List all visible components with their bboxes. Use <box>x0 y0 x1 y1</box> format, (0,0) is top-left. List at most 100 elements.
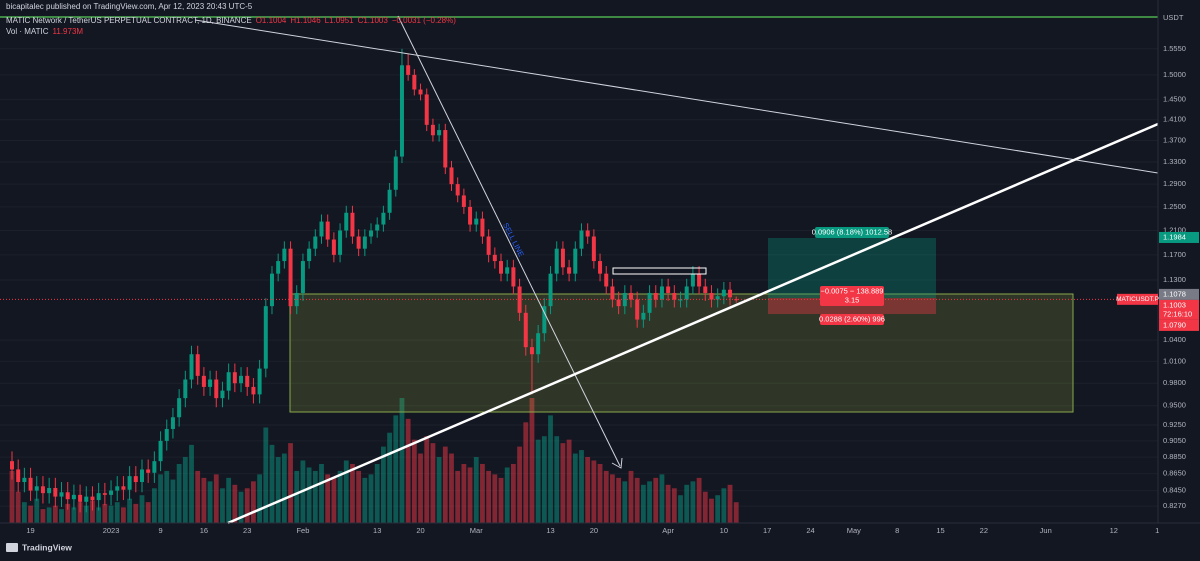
volume-bar <box>108 505 114 523</box>
candle-body <box>542 306 547 334</box>
candle-body <box>560 248 565 268</box>
volume-bar <box>684 484 690 523</box>
candle-body <box>690 273 695 287</box>
volume-bar <box>399 398 405 523</box>
candle-body <box>102 493 107 495</box>
volume-bar <box>504 467 510 523</box>
price-badge-box <box>1159 231 1199 243</box>
y-tick-label: 0.8450 <box>1163 486 1186 495</box>
x-tick-label: Apr <box>662 526 674 535</box>
candle-body <box>152 461 157 473</box>
volume-bar <box>486 470 492 523</box>
candle-body <box>585 230 590 237</box>
volume-bar <box>715 495 721 523</box>
axis-unit: USDT <box>1163 13 1184 22</box>
volume-bar <box>46 507 52 523</box>
candle-body <box>430 124 435 136</box>
x-tick-label: 1 <box>1155 526 1159 535</box>
volume-bar <box>610 474 615 523</box>
candle-body <box>189 354 194 380</box>
candle-body <box>208 379 213 387</box>
candle-body <box>492 254 497 262</box>
candle-body <box>239 375 244 384</box>
volume-bar <box>34 498 40 523</box>
target-label: 0.0906 (8.18%) 1012.58 <box>812 227 892 236</box>
candle-body <box>344 212 349 231</box>
price-badge: 1.1078 <box>1163 289 1186 298</box>
candle-body <box>629 292 633 300</box>
ohlc-change: −0.0031 (−0.28%) <box>391 16 456 25</box>
candle-body <box>610 286 615 300</box>
volume-bar <box>145 502 151 523</box>
x-tick-label: 15 <box>936 526 944 535</box>
y-tick-label: 0.8270 <box>1163 501 1186 510</box>
candle-body <box>263 306 268 369</box>
volume-bar <box>449 453 454 523</box>
x-tick-label: 2023 <box>103 526 120 535</box>
candle-body <box>369 230 374 237</box>
volume-bar <box>207 481 213 523</box>
candles-layer <box>0 48 1158 513</box>
countdown: 72:16:10 <box>1163 309 1192 318</box>
candle-body <box>313 236 318 249</box>
candle-body <box>381 212 386 225</box>
volume-bar <box>517 446 522 523</box>
candle-body <box>616 299 621 307</box>
ohlc-high: H1.1046 <box>290 16 321 25</box>
candle-body <box>350 212 355 237</box>
candle-body <box>251 386 256 395</box>
y-tick-label: 1.2900 <box>1163 179 1186 188</box>
candle-body <box>177 398 182 418</box>
candle-body <box>387 189 392 213</box>
candle-body <box>598 261 603 274</box>
y-tick-label: 1.2500 <box>1163 202 1186 211</box>
volume-bar <box>430 443 436 523</box>
candle-body <box>647 292 652 313</box>
candle-body <box>715 296 720 300</box>
volume-bar <box>201 477 207 523</box>
x-tick-label: 19 <box>26 526 34 535</box>
candle-body <box>201 375 206 387</box>
symbol-badge: MATICUSDT.P <box>1116 296 1159 303</box>
volume-bar <box>647 481 652 523</box>
candle-body <box>480 218 485 237</box>
candle-body <box>319 221 324 237</box>
candle-body <box>34 486 39 491</box>
candle-body <box>276 261 281 274</box>
volume-bar <box>473 457 479 523</box>
volume-bar <box>213 474 219 523</box>
volume-bar <box>325 474 331 523</box>
candle-body <box>443 130 448 168</box>
candle-body <box>406 65 411 75</box>
candle-body <box>734 299 739 301</box>
candle-body <box>653 292 658 300</box>
candle-body <box>16 469 21 483</box>
volume-bar <box>597 463 603 523</box>
candle-body <box>158 440 163 462</box>
y-tick-label: 1.3700 <box>1163 136 1186 145</box>
price-badge-box <box>1159 299 1199 320</box>
volume-bar <box>90 500 95 523</box>
symbol: MATIC Network / TetherUS PERPETUAL CONTR… <box>6 16 252 25</box>
candle-body <box>573 248 578 274</box>
volume-bar <box>176 463 182 523</box>
volume-bar <box>498 477 504 523</box>
candle-body <box>697 273 702 287</box>
candle-body <box>536 333 541 355</box>
arrow-head <box>611 457 623 469</box>
volume-bar <box>690 481 696 523</box>
candle-body <box>356 236 361 249</box>
volume-bar <box>121 507 126 523</box>
price-badge-box <box>1159 288 1199 300</box>
candle-body <box>282 248 287 262</box>
candle-body <box>461 195 466 207</box>
volume-bar <box>665 484 671 523</box>
candle-body <box>331 239 336 255</box>
x-tick-label: 20 <box>416 526 424 535</box>
x-tick-label: 13 <box>546 526 554 535</box>
x-tick-label: 16 <box>200 526 208 535</box>
candle-body <box>96 493 101 501</box>
volume-bar <box>424 436 430 523</box>
volume-bar <box>579 450 584 523</box>
